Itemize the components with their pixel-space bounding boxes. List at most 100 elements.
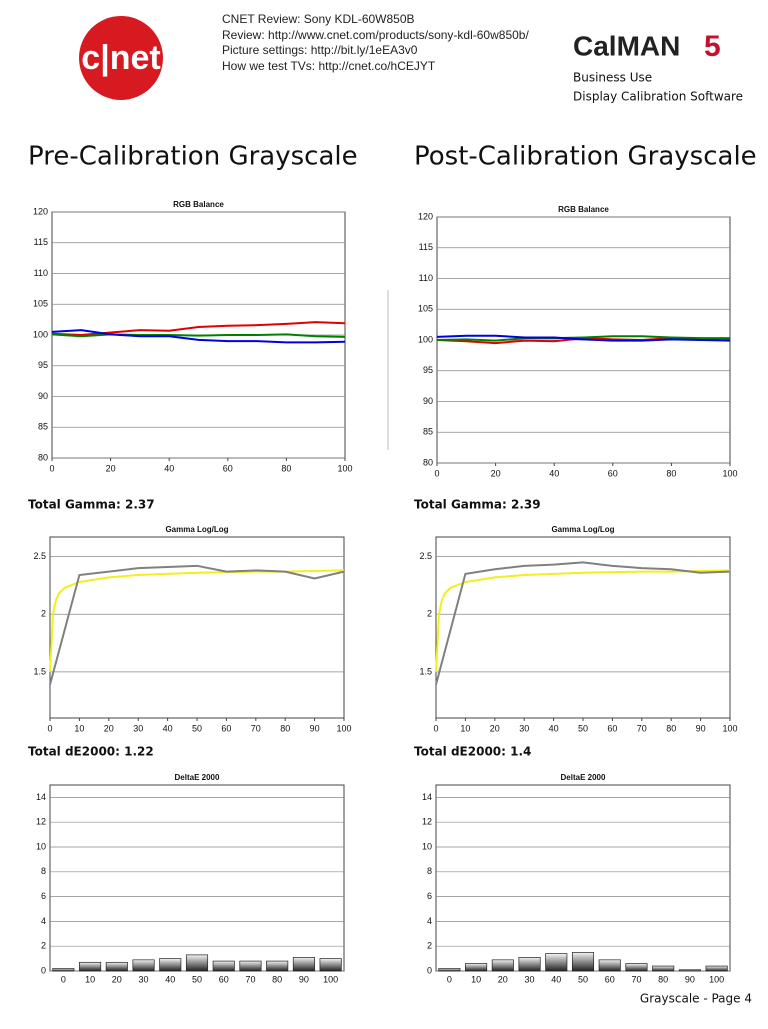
- x-tick-label: 20: [490, 723, 500, 733]
- bar: [79, 961, 102, 972]
- bar: [545, 953, 568, 972]
- brand-line: Business Use: [573, 71, 652, 85]
- x-tick-label: 0: [447, 974, 452, 984]
- x-tick-label: 80: [272, 974, 282, 984]
- x-tick-label: 10: [85, 974, 95, 984]
- y-tick-label: 2: [41, 609, 46, 619]
- cnet-logo: [79, 16, 163, 100]
- x-tick-label: 30: [519, 723, 529, 733]
- series-line: [51, 329, 346, 344]
- plot-frame: [435, 536, 731, 719]
- y-tick-label: 110: [419, 273, 433, 283]
- x-tick-label: 50: [192, 974, 202, 984]
- y-tick-label: 90: [423, 396, 433, 406]
- x-tick-label: 60: [607, 723, 617, 733]
- plot-frame: [49, 784, 345, 972]
- x-tick-label: 100: [323, 974, 338, 984]
- x-tick-label: 50: [578, 723, 588, 733]
- x-tick-label: 0: [61, 974, 66, 984]
- bar: [652, 965, 675, 972]
- y-tick-label: 12: [36, 817, 46, 827]
- y-tick-label: 14: [422, 792, 432, 802]
- y-tick-label: 1.5: [419, 666, 432, 676]
- x-tick-label: 90: [310, 723, 320, 733]
- series-line: [51, 333, 346, 338]
- bar: [212, 960, 235, 972]
- header-line: Picture settings: http://bit.ly/1eEA3v0: [222, 43, 418, 57]
- x-tick-label: 40: [165, 974, 175, 984]
- bar: [185, 954, 209, 972]
- x-tick-label: 60: [221, 723, 231, 733]
- x-tick-label: 90: [685, 974, 695, 984]
- y-tick-label: 10: [422, 841, 432, 851]
- x-tick-label: 100: [709, 974, 724, 984]
- chart-title: RGB Balance: [558, 205, 609, 214]
- y-tick-label: 0: [41, 965, 46, 975]
- x-tick-label: 60: [605, 974, 615, 984]
- header-line: CNET Review: Sony KDL-60W850B: [222, 12, 415, 26]
- bar: [518, 957, 541, 972]
- x-tick-label: 90: [696, 723, 706, 733]
- plot-frame: [49, 536, 345, 719]
- x-tick-label: 0: [433, 723, 438, 733]
- de-total: Total dE2000: 1.4: [414, 745, 531, 759]
- x-tick-label: 30: [139, 974, 149, 984]
- brand-number: 5: [704, 30, 721, 63]
- chart-title: Gamma Log/Log: [165, 525, 228, 534]
- y-tick-label: 80: [38, 452, 48, 462]
- y-tick-label: 10: [36, 841, 46, 851]
- y-tick-label: 100: [33, 329, 48, 339]
- x-tick-label: 50: [578, 974, 588, 984]
- series-line: [436, 335, 730, 342]
- x-tick-label: 50: [192, 723, 202, 733]
- chart-title: DeltaE 2000: [175, 773, 220, 782]
- series-line: [49, 564, 345, 685]
- series-line: [436, 334, 731, 342]
- x-tick-label: 0: [49, 463, 54, 473]
- x-tick-label: 90: [299, 974, 309, 984]
- bar: [705, 965, 728, 972]
- gamma-total: Total Gamma: 2.37: [28, 498, 155, 512]
- brand-line: Display Calibration Software: [573, 90, 743, 104]
- x-tick-label: 100: [337, 463, 352, 473]
- y-tick-label: 110: [34, 268, 48, 278]
- y-tick-label: 100: [418, 334, 433, 344]
- x-tick-label: 100: [722, 723, 737, 733]
- series-line: [435, 569, 731, 672]
- bar: [52, 968, 75, 972]
- x-tick-label: 80: [666, 468, 676, 478]
- section-title: Pre-Calibration Grayscale: [28, 142, 358, 172]
- x-tick-label: 0: [434, 468, 439, 478]
- bar: [292, 957, 315, 972]
- section-title: Post-Calibration Grayscale: [414, 142, 757, 172]
- header-line: How we test TVs: http://cnet.co/hCEJYT: [222, 59, 436, 73]
- x-tick-label: 40: [549, 468, 559, 478]
- y-tick-label: 85: [38, 422, 48, 432]
- x-tick-label: 10: [460, 723, 470, 733]
- plot-frame: [435, 784, 731, 972]
- bar: [239, 960, 262, 972]
- bar: [319, 958, 342, 972]
- y-tick-label: 115: [419, 242, 433, 252]
- y-tick-label: 105: [33, 299, 48, 309]
- y-tick-label: 120: [418, 211, 433, 221]
- y-tick-label: 115: [34, 237, 48, 247]
- y-tick-label: 2: [427, 609, 432, 619]
- x-tick-label: 100: [336, 723, 351, 733]
- footer: Grayscale - Page 4: [640, 992, 752, 1006]
- x-tick-label: 70: [245, 974, 255, 984]
- y-tick-label: 2.5: [419, 551, 432, 561]
- x-tick-label: 30: [133, 723, 143, 733]
- x-tick-label: 20: [106, 463, 116, 473]
- x-tick-label: 40: [549, 723, 559, 733]
- cnet-logo-text: c|net: [81, 39, 160, 77]
- bar: [625, 963, 648, 972]
- x-tick-label: 80: [281, 463, 291, 473]
- x-tick-label: 20: [104, 723, 114, 733]
- x-tick-label: 100: [722, 468, 737, 478]
- y-tick-label: 2: [41, 941, 46, 951]
- bar: [105, 961, 128, 972]
- x-tick-label: 40: [551, 974, 561, 984]
- bar: [132, 959, 155, 972]
- y-tick-label: 90: [38, 391, 48, 401]
